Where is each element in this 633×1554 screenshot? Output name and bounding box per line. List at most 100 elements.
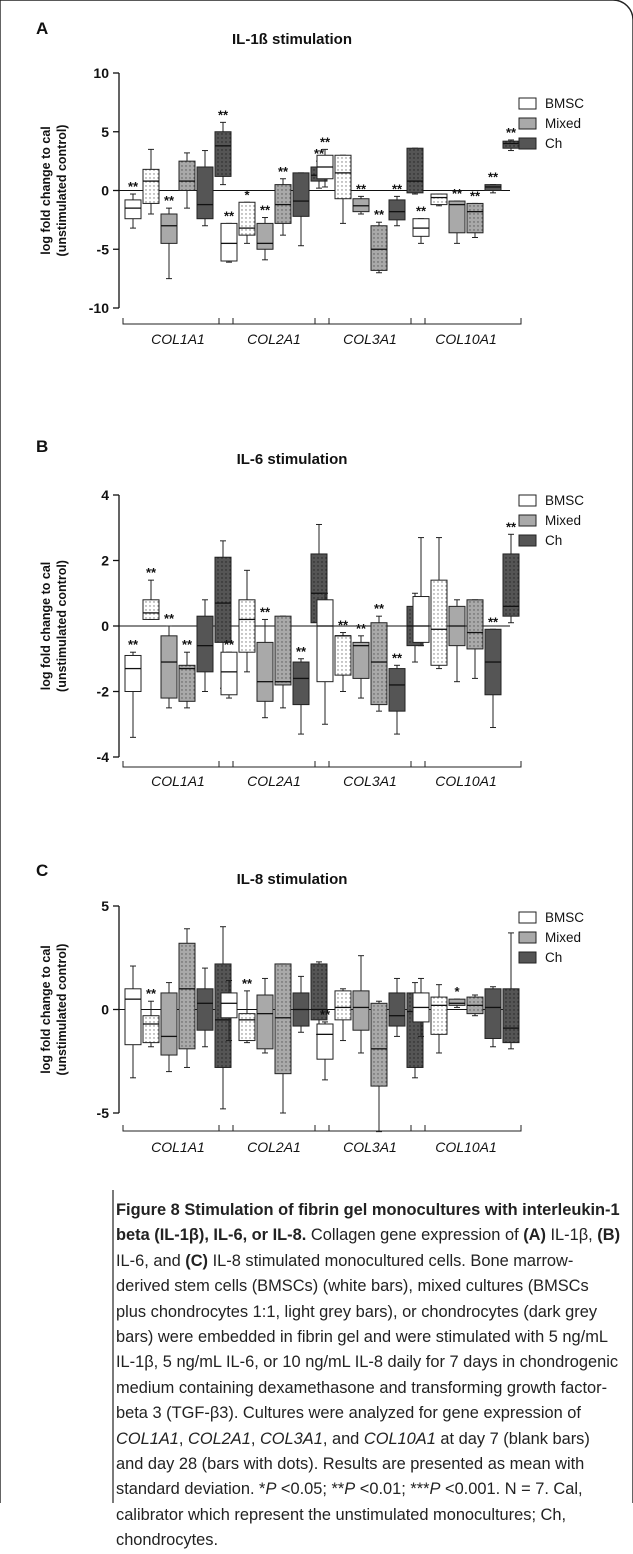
caption-text-run: P xyxy=(429,1480,441,1499)
significance-marker: ** xyxy=(128,179,139,194)
box-COL3A1-Mixed-day28: ** xyxy=(370,207,388,274)
box-iqr xyxy=(196,615,214,673)
caption-text-run: COL10A1 xyxy=(363,1429,436,1448)
significance-marker: ** xyxy=(218,107,229,122)
box-COL3A1-BMSC-day28 xyxy=(334,988,352,1042)
box-iqr xyxy=(292,661,310,706)
category-label: COL2A1 xyxy=(247,331,301,347)
box-COL3A1-Mixed-day28: ** xyxy=(370,601,388,712)
y-tick-label: -4 xyxy=(97,749,110,765)
box-iqr xyxy=(214,556,232,643)
y-tick-label: 5 xyxy=(101,124,109,140)
box-COL3A1-BMSC-day28: ** xyxy=(334,618,352,692)
box-iqr xyxy=(370,1002,388,1087)
y-tick-label: -5 xyxy=(97,241,110,257)
box-iqr xyxy=(466,599,484,650)
significance-marker: ** xyxy=(320,134,331,149)
box-COL1A1-Mixed-day7: ** xyxy=(160,611,178,709)
box-COL2A1-Ch-day7 xyxy=(292,975,310,1033)
significance-marker: ** xyxy=(146,986,157,1001)
box-iqr xyxy=(388,992,406,1027)
figure-caption: Figure 8 Stimulation of fibrin gel monoc… xyxy=(116,1198,621,1554)
chart-title: IL-1ß stimulation xyxy=(232,31,352,48)
box-iqr xyxy=(412,596,430,643)
box-iqr xyxy=(430,193,448,206)
box-iqr xyxy=(256,222,274,250)
category-bracket xyxy=(122,318,234,325)
box-COL3A1-BMSC-day28 xyxy=(334,154,352,224)
significance-marker: ** xyxy=(470,188,481,203)
legend-label: Ch xyxy=(545,533,562,548)
y-tick-label: 0 xyxy=(101,183,109,199)
y-tick-label: 2 xyxy=(101,553,109,569)
significance-marker: ** xyxy=(224,637,235,652)
significance-marker: * xyxy=(244,187,250,202)
category-bracket xyxy=(314,318,426,325)
box-iqr xyxy=(238,1013,256,1042)
box-COL1A1-BMSC-day7: ** xyxy=(124,179,142,229)
box-iqr xyxy=(214,131,232,177)
box-COL10A1-Ch-day28: ** xyxy=(502,125,520,152)
caption-text-run: IL-6, and xyxy=(116,1251,186,1270)
legend-swatch xyxy=(518,137,537,150)
legend-swatch xyxy=(518,931,537,944)
box-COL2A1-Ch-day7: ** xyxy=(292,644,310,735)
box-iqr xyxy=(274,963,292,1075)
box-iqr xyxy=(370,225,388,271)
significance-marker: ** xyxy=(314,146,325,161)
caption-text-run: Collagen gene expression of xyxy=(306,1226,524,1245)
box-iqr xyxy=(292,172,310,217)
box-iqr xyxy=(160,213,178,244)
figure-svg: A IL-1ß stimulation log fold change to cal… xyxy=(0,0,633,1503)
caption-text-run: , xyxy=(250,1429,260,1448)
box-COL1A1-Ch-day28: ** xyxy=(214,107,232,186)
box-COL2A1-BMSC-day28: ** xyxy=(238,976,256,1044)
y-tick-label: -2 xyxy=(97,684,110,700)
caption-text-run: COL2A1 xyxy=(187,1429,251,1448)
significance-marker: ** xyxy=(164,611,175,626)
caption-text-run: (A) xyxy=(523,1226,546,1245)
box-iqr xyxy=(316,1023,334,1060)
category-bracket xyxy=(410,318,522,325)
legend-label: Ch xyxy=(545,136,562,151)
caption-title: Stimulation of fibrin gel monocultures w… xyxy=(116,1201,620,1245)
box-iqr xyxy=(256,994,274,1050)
caption-text-run: , xyxy=(178,1429,188,1448)
significance-marker: ** xyxy=(182,637,193,652)
box-COL3A1-Mixed-day7 xyxy=(352,955,370,1054)
box-COL1A1-BMSC-day28 xyxy=(142,148,160,215)
category-bracket xyxy=(218,318,330,325)
box-iqr xyxy=(256,641,274,702)
significance-marker: ** xyxy=(506,125,517,140)
significance-marker: ** xyxy=(320,1007,331,1022)
significance-marker: ** xyxy=(374,601,385,616)
box-COL3A1-Ch-day7: ** xyxy=(388,181,406,227)
box-iqr xyxy=(178,942,196,1050)
box-iqr xyxy=(178,160,196,191)
box-iqr xyxy=(388,199,406,221)
box-COL1A1-BMSC-day7: ** xyxy=(124,637,142,738)
significance-marker: ** xyxy=(278,164,289,179)
box-COL1A1-Ch-day7 xyxy=(196,150,214,227)
legend-label: BMSC xyxy=(545,910,584,925)
legend-label: BMSC xyxy=(545,96,584,111)
box-iqr xyxy=(274,615,292,686)
y-axis-label: log fold change to cal xyxy=(39,945,53,1073)
box-iqr xyxy=(142,168,160,204)
box-iqr xyxy=(466,202,484,234)
box-COL3A1-Mixed-day7: ** xyxy=(352,621,370,699)
box-iqr xyxy=(388,668,406,712)
box-COL10A1-BMSC-day28 xyxy=(430,984,448,1054)
box-COL2A1-BMSC-day7 xyxy=(220,980,238,1042)
y-tick-label: -10 xyxy=(89,300,109,316)
legend-swatch xyxy=(518,911,537,924)
box-iqr xyxy=(142,1015,160,1044)
chart-title: IL-8 stimulation xyxy=(237,871,348,888)
category-bracket xyxy=(314,1125,426,1132)
box-COL10A1-BMSC-day28 xyxy=(430,193,448,207)
box-iqr xyxy=(124,199,142,220)
box-COL10A1-Ch-day28 xyxy=(502,932,520,1050)
box-COL10A1-Mixed-day7: * xyxy=(448,984,466,1008)
box-COL1A1-BMSC-day28: ** xyxy=(142,565,160,620)
box-COL10A1-Ch-day28: ** xyxy=(502,519,520,624)
